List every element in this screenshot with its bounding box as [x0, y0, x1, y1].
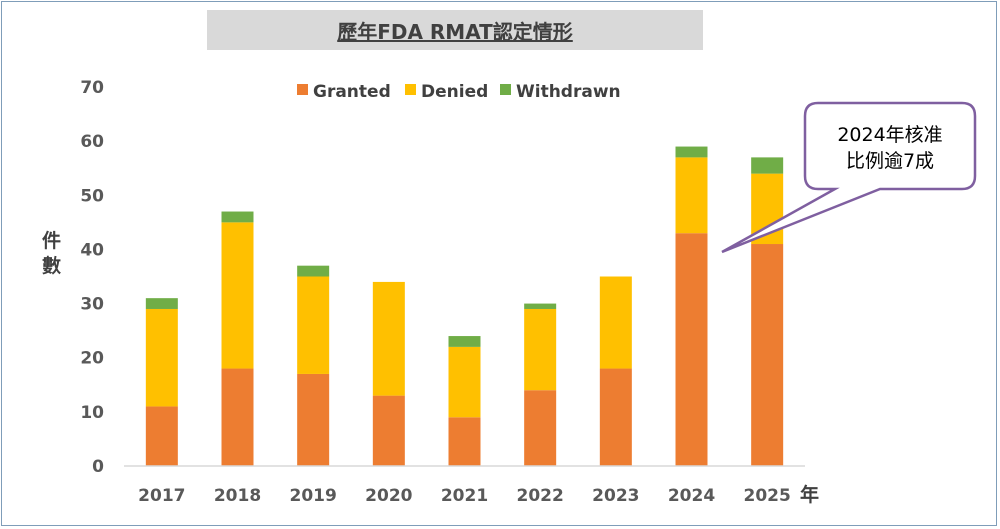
x-tick-label: 2020 [365, 486, 412, 506]
legend-label-withdrawn: Withdrawn [516, 82, 621, 102]
x-tick-label: 2021 [441, 486, 488, 506]
x-tick-label: 2017 [138, 486, 185, 506]
x-tick-label: 2025 [744, 486, 791, 506]
bar-segment-granted [524, 390, 557, 466]
x-axis-ticks: 2017 2018 2019 2020 2021 2022 2023 2024 2025 [138, 486, 791, 506]
legend-swatch-granted [297, 84, 308, 95]
bar-segment-granted [675, 233, 708, 466]
callout-line-1: 2024年核准 [837, 124, 942, 146]
y-axis-label-char-1: 件 [42, 229, 61, 252]
bar-segment-denied [448, 346, 481, 418]
y-tick-label: 10 [80, 403, 104, 423]
bar-segment-denied [372, 281, 405, 396]
bar-segment-granted [372, 395, 405, 466]
callout-line-2: 比例逾7成 [846, 150, 934, 172]
y-tick-label: 30 [80, 295, 104, 315]
bar-segment-granted [599, 368, 632, 466]
y-tick-label: 50 [80, 186, 104, 206]
bar-segment-withdrawn [297, 265, 330, 277]
chart-title: 歷年FDA RMAT認定情形 [337, 19, 573, 44]
bar-segment-granted [751, 244, 784, 466]
bar-segment-denied [297, 276, 330, 374]
legend-swatch-denied [405, 84, 416, 95]
bar-segment-granted [221, 368, 254, 466]
bar-segment-granted [297, 373, 330, 466]
y-tick-label: 0 [92, 457, 104, 477]
legend-swatch-withdrawn [500, 84, 511, 95]
bar-segment-withdrawn [145, 298, 178, 309]
callout-bubble [721, 101, 977, 254]
bar-segment-denied [524, 308, 557, 391]
bar-segment-granted [145, 406, 178, 466]
bars [145, 146, 784, 466]
y-axis-ticks: 0 10 20 30 40 50 60 70 [80, 78, 104, 477]
x-tick-label: 2022 [517, 486, 564, 506]
y-tick-label: 40 [80, 240, 104, 260]
callout: 2024年核准 比例逾7成 [721, 101, 977, 254]
bar-segment-denied [675, 157, 708, 234]
y-tick-label: 60 [80, 132, 104, 152]
y-tick-label: 20 [80, 349, 104, 369]
x-axis-label: 年 [800, 483, 819, 506]
x-tick-label: 2024 [668, 486, 715, 506]
bar-segment-withdrawn [448, 336, 481, 347]
legend: Granted Denied Withdrawn [297, 82, 621, 102]
bar-segment-withdrawn [675, 146, 708, 158]
bar-segment-denied [599, 276, 632, 369]
x-tick-label: 2018 [214, 486, 261, 506]
y-axis-label-char-2: 數 [42, 255, 61, 277]
y-tick-label: 70 [80, 78, 104, 98]
bar-segment-withdrawn [524, 303, 557, 309]
bar-segment-withdrawn [221, 211, 254, 223]
bar-segment-denied [221, 222, 254, 369]
bar-segment-denied [145, 308, 178, 407]
legend-label-granted: Granted [313, 82, 391, 102]
bar-segment-granted [448, 417, 481, 466]
x-tick-label: 2023 [592, 486, 639, 506]
x-tick-label: 2019 [290, 486, 337, 506]
bar-segment-withdrawn [751, 157, 784, 174]
legend-label-denied: Denied [421, 82, 488, 102]
chart-title-box: 歷年FDA RMAT認定情形 [207, 10, 703, 50]
